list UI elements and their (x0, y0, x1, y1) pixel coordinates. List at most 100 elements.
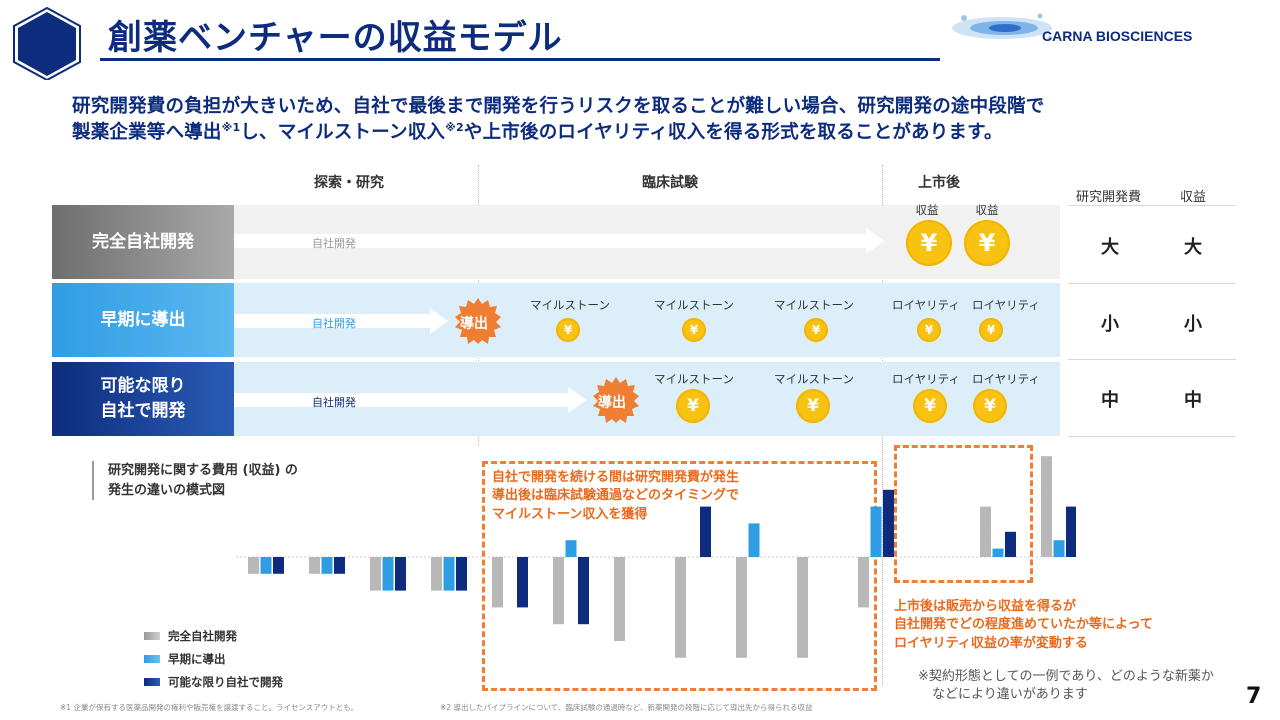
footnote-2: ※2 導出したパイプラインについて、臨床試験の通過時など、新薬開発の段階に応じて… (440, 703, 813, 712)
legend-swatch (144, 655, 160, 663)
legend-label: 完全自社開発 (168, 629, 237, 643)
note-line: 自社開発でどの程度進めていたか等によって (894, 617, 1153, 633)
footnote-ref: ※2 (445, 120, 464, 134)
bar-full-inhouse (736, 557, 747, 658)
remark-line: などにより違いがあります (932, 687, 1088, 703)
page-number: 7 (1246, 684, 1262, 709)
phase-discovery: 探索・研究 (314, 175, 384, 191)
clinical-note: 自社で開発を続ける間は研究開発費が発生 導出後は臨床試験通過などのタイミングで … (492, 469, 739, 524)
licensing-badge: 導出 (598, 395, 626, 411)
company-logo-icon (952, 13, 1052, 40)
legend-item: 早期に導出 (144, 651, 226, 667)
bar-max-inhouse (1005, 531, 1016, 557)
header-rule (100, 58, 940, 61)
row-label-line: 自社で開発 (100, 401, 186, 421)
chart-title-line: 発生の違いの模式図 (108, 482, 226, 498)
bar-full-inhouse (675, 557, 686, 658)
bar-full-inhouse (370, 557, 381, 591)
bar-full-inhouse (553, 557, 564, 625)
row-label-early-licensing: 早期に導出 (52, 283, 234, 357)
coin-caption: ロイヤリティ (972, 372, 1040, 386)
bar-early-licensing (260, 557, 272, 574)
bar-full-inhouse (309, 557, 320, 574)
hexagon-logo-icon (13, 6, 81, 80)
development-arrow (234, 308, 450, 334)
clinical-highlight-box (482, 461, 877, 691)
chart-title-line: 研究開発に関する費用 (収益) の (108, 463, 298, 478)
bar-full-inhouse (248, 557, 259, 574)
bar-full-inhouse (492, 557, 503, 608)
table-cell-revenue: 中 (1184, 390, 1202, 411)
row-label-max-inhouse: 可能な限り 自社で開発 (52, 362, 234, 436)
lead-text: や上市後のロイヤリティ収入を得る形式を取ることがあります。 (463, 122, 1003, 143)
yen-coin-icon: ¥ (676, 389, 710, 423)
lead-text: 製薬企業等へ導出 (72, 122, 222, 143)
licensing-burst-icon (455, 298, 501, 344)
legend-label: 早期に導出 (168, 652, 226, 666)
legend-item: 可能な限り自社で開発 (144, 674, 283, 690)
row-label-full-inhouse: 完全自社開発 (52, 205, 234, 279)
yen-coin-icon: ¥ (682, 318, 706, 342)
lead-line-2: 製薬企業等へ導出※1し、マイルストーン収入※2や上市後のロイヤリティ収入を得る形… (72, 118, 1003, 144)
note-line: 自社で開発を続ける間は研究開発費が発生 (492, 470, 740, 485)
arrow-label: 自社開発 (312, 237, 356, 250)
bar-full-inhouse (431, 557, 442, 591)
yen-coin-icon: ¥ (556, 318, 580, 342)
bar-max-inhouse (456, 557, 467, 591)
chart-title: 研究開発に関する費用 (収益) の 発生の違いの模式図 (92, 461, 298, 500)
bar-max-inhouse (883, 489, 894, 557)
page-title: 創薬ベンチャーの収益モデル (108, 18, 563, 58)
licensing-badge: 導出 (460, 316, 488, 332)
coin-caption: 収益 (975, 203, 999, 217)
yen-coin-icon: ¥ (906, 220, 952, 266)
bar-max-inhouse (334, 557, 345, 574)
table-header-revenue: 収益 (1180, 190, 1207, 205)
arrow-label: 自社開発 (312, 317, 356, 330)
yen-coin-icon: ¥ (917, 318, 941, 342)
table-divider (1068, 283, 1236, 284)
company-logo-text: CARNA BIOSCIENCES (1042, 28, 1193, 44)
table-cell-revenue: 大 (1184, 237, 1202, 258)
remark-line: ※契約形態としての一例であり、どのような新薬か (918, 669, 1214, 684)
market-note: 上市後は販売から収益を得るが 自社開発でどの程度進めていたか等によって ロイヤリ… (894, 598, 1153, 653)
licensing-burst-icon (593, 377, 639, 423)
table-divider (1068, 359, 1236, 360)
table-divider (1068, 205, 1236, 206)
bar-early-licensing (382, 557, 394, 591)
table-divider (1068, 436, 1236, 437)
phase-clinical: 臨床試験 (642, 175, 698, 191)
yen-coin-icon: ¥ (979, 318, 1003, 342)
bar-max-inhouse (395, 557, 406, 591)
bar-max-inhouse (578, 557, 589, 625)
bar-max-inhouse (1066, 506, 1076, 557)
yen-coin-icon: ¥ (964, 220, 1010, 266)
coin-caption: 収益 (915, 203, 939, 217)
coin-caption: マイルストーン (530, 298, 610, 312)
bar-full-inhouse (980, 506, 991, 557)
development-arrow (234, 387, 588, 413)
footnote-1: ※1 企業が保有する医薬品開発の権利や販売権を譲渡すること。ライセンスアウトとも… (60, 703, 359, 712)
market-highlight-box (894, 445, 1033, 583)
yen-coin-icon: ¥ (796, 389, 830, 423)
bar-max-inhouse (273, 557, 284, 574)
coin-caption: マイルストーン (774, 298, 854, 312)
table-cell-cost: 小 (1101, 314, 1119, 335)
table-header-cost: 研究開発費 (1076, 190, 1142, 205)
yen-coin-icon: ¥ (913, 389, 947, 423)
bar-early-licensing (748, 523, 760, 557)
coin-caption: ロイヤリティ (892, 298, 960, 312)
header: 創薬ベンチャーの収益モデル CARNA BIOSCIENCES (0, 0, 1280, 80)
footnote-ref: ※1 (221, 120, 241, 134)
bar-full-inhouse (614, 557, 625, 641)
legend-swatch (144, 632, 160, 640)
note-line: ロイヤリティ収益の率が変動する (894, 635, 1088, 651)
note-line: 導出後は臨床試験通過などのタイミングで (492, 488, 740, 504)
phase-market: 上市後 (918, 175, 960, 191)
bar-early-licensing (565, 540, 577, 557)
coin-caption: ロイヤリティ (892, 372, 960, 386)
yen-coin-icon: ¥ (973, 389, 1007, 423)
bar-full-inhouse (797, 557, 808, 658)
bar-early-licensing (870, 506, 882, 557)
yen-coin-icon: ¥ (804, 318, 828, 342)
bar-early-licensing (1053, 540, 1065, 557)
